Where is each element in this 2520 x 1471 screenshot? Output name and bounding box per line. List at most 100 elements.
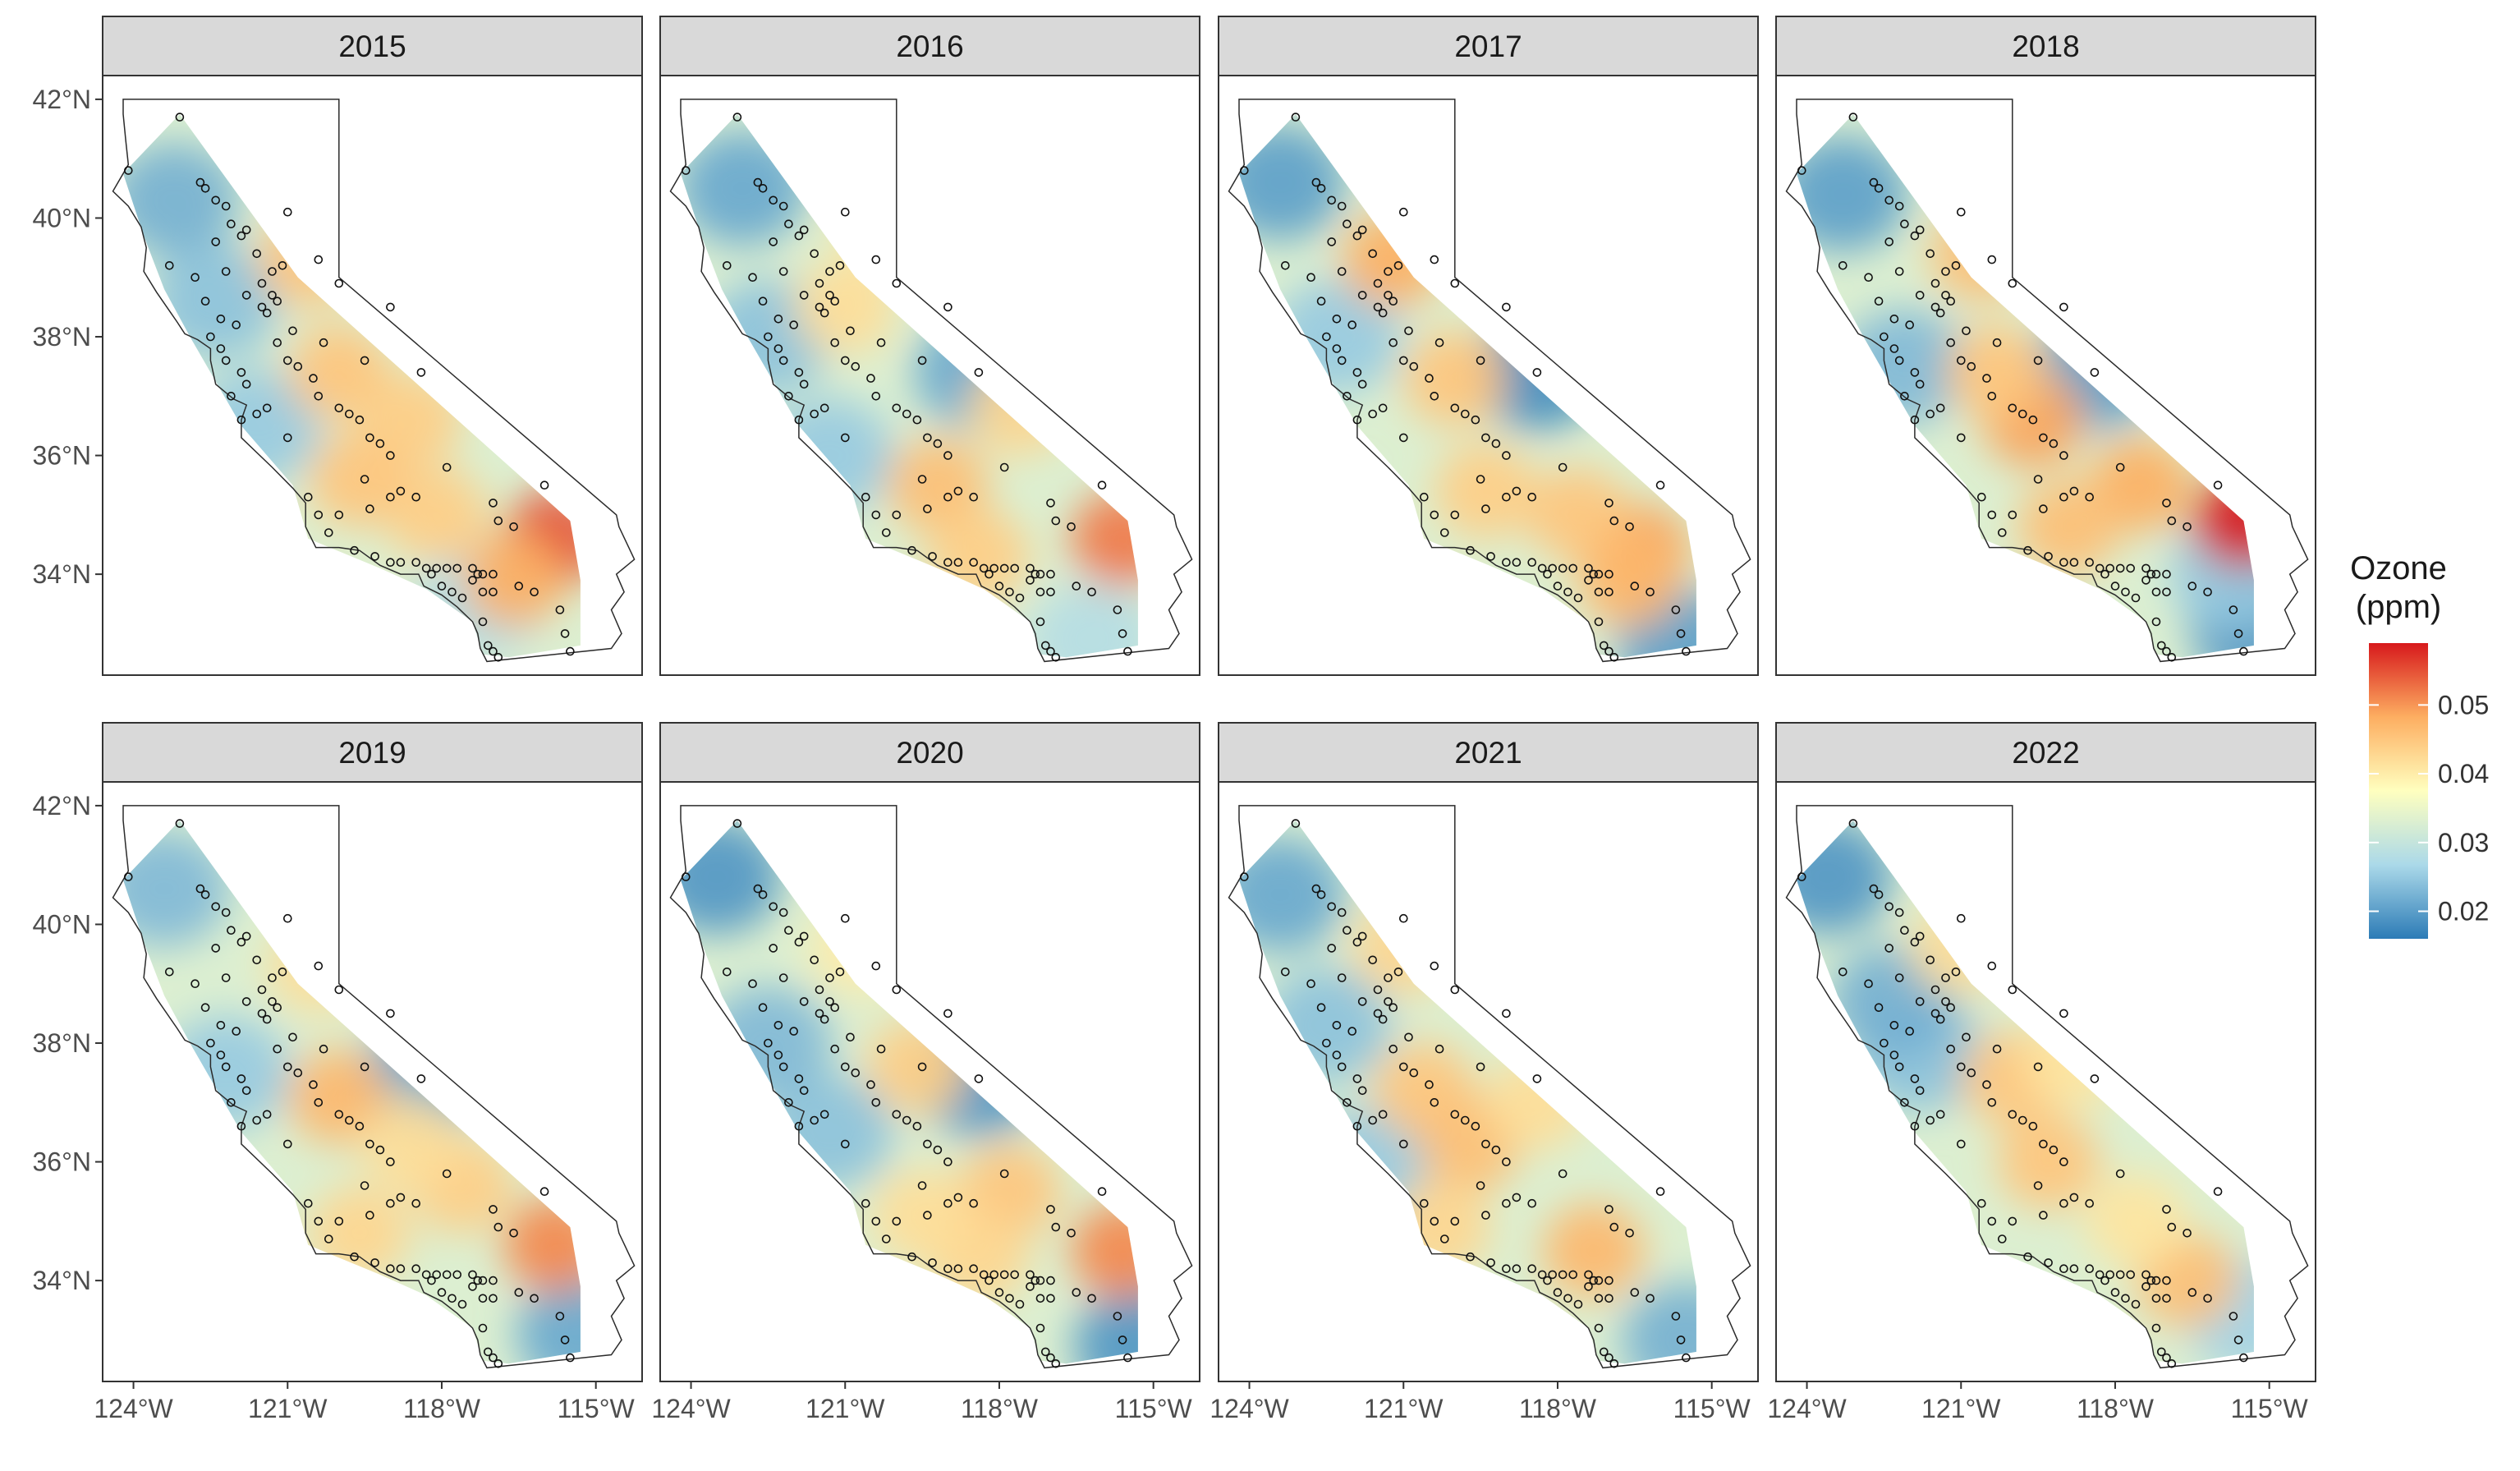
monitoring-site	[1491, 439, 1501, 448]
monitoring-site	[815, 302, 824, 312]
monitoring-site	[236, 415, 246, 425]
monitoring-site	[1352, 937, 1362, 947]
monitoring-site	[493, 1358, 503, 1368]
facet-strip	[1775, 16, 2316, 76]
monitoring-site	[2028, 1121, 2038, 1131]
monitoring-site	[1573, 593, 1583, 603]
monitoring-site	[334, 1216, 344, 1226]
monitoring-site	[773, 314, 783, 324]
monitoring-site	[1502, 1009, 1511, 1018]
monitoring-site	[1951, 261, 1961, 270]
monitoring-site	[1512, 1193, 1522, 1202]
monitoring-site	[933, 439, 943, 448]
monitoring-site	[819, 403, 829, 413]
monitoring-site	[1997, 1234, 2007, 1243]
monitoring-site	[799, 931, 809, 941]
monitoring-site	[278, 261, 287, 270]
monitoring-site	[1502, 451, 1511, 460]
monitoring-site	[2069, 558, 2079, 568]
monitoring-site	[283, 913, 292, 923]
monitoring-site	[876, 1044, 886, 1054]
monitoring-site	[1900, 926, 1909, 935]
monitoring-site	[232, 320, 241, 329]
monitoring-site	[1118, 629, 1127, 638]
monitoring-site	[211, 902, 220, 912]
ozone-hotspot	[287, 324, 390, 421]
monitoring-site	[1676, 1335, 1686, 1345]
monitoring-sites	[681, 113, 1132, 662]
monitoring-site	[1558, 1270, 1568, 1280]
monitoring-site	[825, 973, 834, 982]
legend-title-line2: (ppm)	[2356, 589, 2441, 625]
monitoring-site	[1894, 201, 1904, 211]
monitoring-site	[1087, 1294, 1096, 1303]
monitoring-site	[2213, 480, 2223, 490]
monitoring-site	[2100, 1276, 2109, 1285]
x-tick-label: 121°W	[1364, 1394, 1444, 1423]
monitoring-site	[928, 1258, 937, 1267]
monitoring-site	[2203, 587, 2212, 597]
monitoring-site	[1476, 1181, 1485, 1190]
monitoring-site	[1609, 1222, 1619, 1232]
monitoring-site	[2167, 1358, 2177, 1368]
ozone-coldspot	[1027, 582, 1138, 658]
monitoring-site	[560, 1335, 570, 1345]
monitoring-site	[2059, 1009, 2068, 1018]
monitoring-site	[681, 872, 691, 881]
panel-border	[102, 75, 643, 676]
monitoring-site	[1051, 652, 1061, 662]
monitoring-site	[1352, 368, 1362, 377]
monitoring-site	[216, 314, 226, 324]
monitoring-site	[841, 356, 850, 365]
california-outline	[1785, 805, 2309, 1369]
monitoring-site	[876, 338, 886, 347]
monitoring-site	[732, 819, 742, 828]
monitoring-site	[355, 1121, 365, 1131]
monitoring-site	[1527, 492, 1537, 502]
monitoring-site	[468, 563, 477, 573]
monitoring-site	[1941, 973, 1950, 982]
x-tick-label: 118°W	[961, 1394, 1039, 1423]
monitoring-site	[236, 231, 246, 241]
monitoring-site	[2110, 1288, 2120, 1297]
monitoring-site	[2017, 409, 2027, 419]
monitoring-sites	[1797, 819, 2248, 1368]
monitoring-site	[1015, 593, 1025, 603]
monitoring-site	[2187, 1288, 2197, 1297]
monitoring-site	[268, 291, 277, 300]
monitoring-site	[841, 1139, 850, 1149]
monitoring-site	[314, 961, 324, 971]
monitoring-site	[489, 499, 498, 508]
monitoring-site	[236, 1121, 246, 1131]
monitoring-site	[211, 195, 220, 205]
monitoring-site	[1625, 1228, 1634, 1238]
monitoring-site	[1987, 961, 1997, 971]
monitoring-site	[841, 913, 850, 923]
monitoring-site	[2008, 985, 2017, 995]
monitoring-site	[861, 1198, 870, 1208]
monitoring-site	[2059, 302, 2068, 312]
ozone-hotspot	[2017, 479, 2120, 575]
monitoring-site	[758, 1003, 768, 1013]
monitoring-site	[2131, 593, 2141, 603]
monitoring-site	[200, 1003, 210, 1013]
monitoring-site	[1378, 1014, 1388, 1024]
monitoring-site	[1026, 563, 1035, 573]
facet-2016: 2016	[659, 16, 1200, 676]
monitoring-site	[2229, 1312, 2238, 1321]
monitoring-site	[1604, 1276, 1613, 1285]
monitoring-site	[483, 1347, 493, 1357]
monitoring-site	[370, 1258, 379, 1267]
monitoring-site	[2059, 1157, 2068, 1166]
monitoring-site	[769, 237, 778, 246]
monitoring-site	[789, 1027, 798, 1036]
monitoring-site	[851, 1068, 861, 1078]
monitoring-site	[221, 201, 231, 211]
legend-tick-label: 0.02	[2438, 897, 2489, 926]
monitoring-site	[227, 1097, 236, 1107]
monitoring-site	[200, 184, 210, 193]
monitoring-site	[1880, 332, 1889, 342]
monitoring-site	[2105, 1270, 2115, 1280]
monitoring-site	[2239, 1353, 2248, 1363]
monitoring-site	[2203, 1294, 2212, 1303]
